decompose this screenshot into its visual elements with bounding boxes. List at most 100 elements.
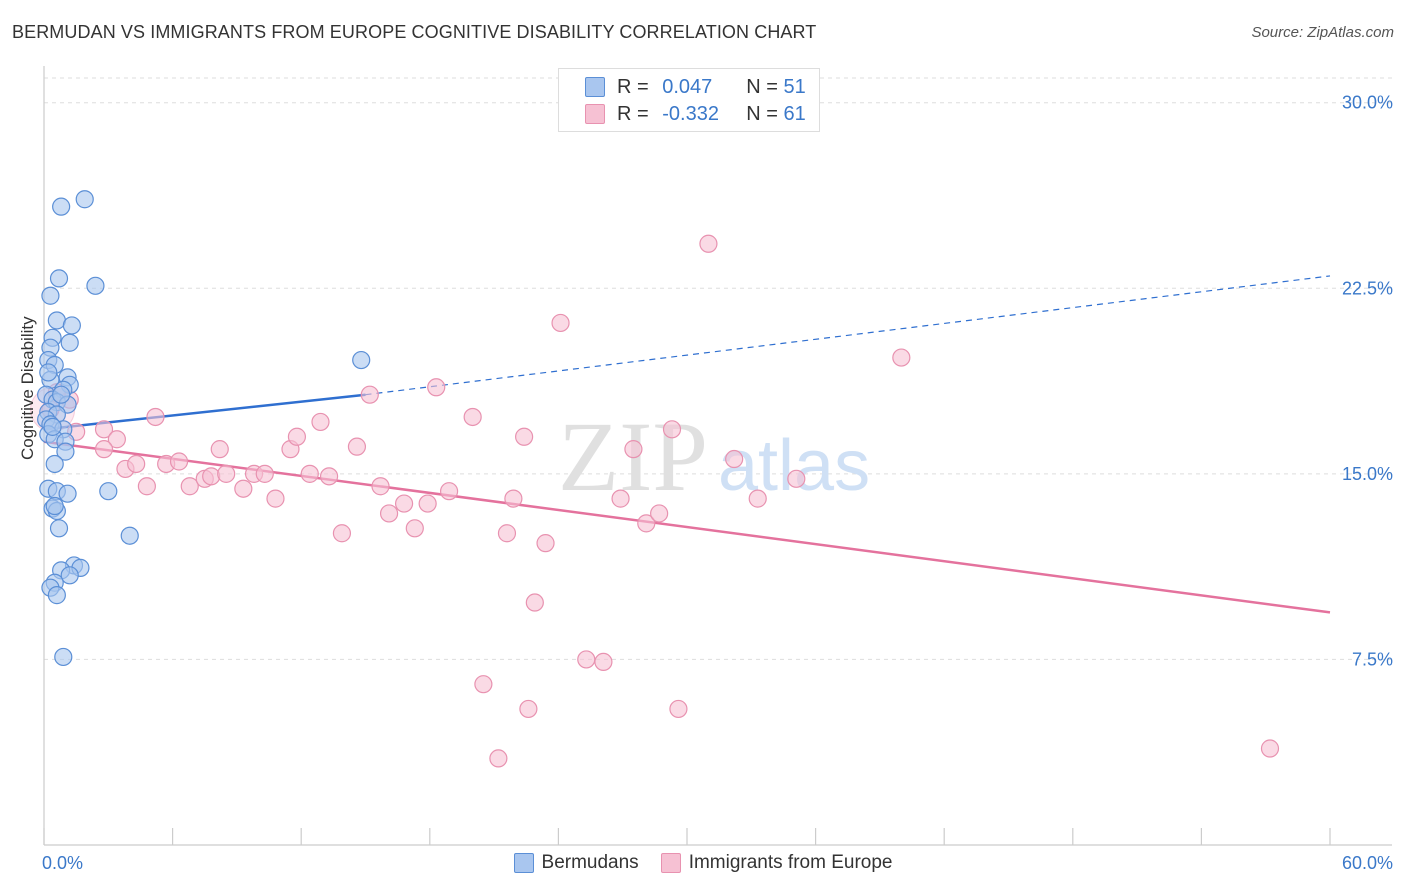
legend-r-label: R = bbox=[617, 75, 649, 98]
point-immigrants bbox=[418, 494, 437, 513]
point-immigrants bbox=[662, 420, 682, 439]
watermark-atlas: atlas bbox=[718, 426, 870, 506]
point-immigrants bbox=[474, 675, 493, 694]
legend-item-immigrants[interactable]: Immigrants from Europe bbox=[660, 852, 893, 874]
point-immigrants bbox=[210, 440, 229, 459]
point-bermudans bbox=[75, 190, 94, 209]
x-tick-label: 60.0% bbox=[1342, 853, 1393, 873]
legend-n-label: N = bbox=[746, 75, 778, 98]
point-immigrants bbox=[519, 699, 538, 719]
chart-title: BERMUDAN VS IMMIGRANTS FROM EUROPE COGNI… bbox=[12, 22, 817, 42]
point-immigrants bbox=[669, 699, 688, 719]
point-immigrants bbox=[577, 650, 596, 669]
legend-r-value-bermudans: 0.047 bbox=[662, 75, 713, 98]
point-immigrants bbox=[394, 494, 414, 513]
point-immigrants bbox=[439, 482, 459, 501]
point-immigrants bbox=[300, 464, 319, 483]
point-immigrants bbox=[497, 524, 517, 543]
y-tick-label: 15.0% bbox=[1342, 464, 1393, 484]
legend-swatch-pink bbox=[585, 104, 605, 124]
series-legend: Bermudans Immigrants from Europe bbox=[0, 852, 1406, 874]
legend-item-bermudans[interactable]: Bermudans bbox=[513, 852, 639, 874]
point-immigrants bbox=[371, 477, 390, 496]
point-immigrants bbox=[94, 440, 114, 459]
points-layer bbox=[30, 190, 1280, 768]
point-immigrants bbox=[287, 427, 307, 446]
point-immigrants bbox=[107, 430, 126, 449]
legend-n-value-bermudans: 51 bbox=[783, 75, 806, 98]
legend-r-value-immigrants: -0.332 bbox=[662, 102, 719, 125]
point-bermudans bbox=[39, 363, 58, 382]
trend-line-bermudans-extension bbox=[365, 275, 1331, 396]
point-immigrants bbox=[234, 479, 253, 498]
correlation-legend: R = 0.047 N = 51 R = -0.332 N = 61 bbox=[558, 68, 820, 132]
point-bermudans bbox=[47, 586, 66, 605]
point-immigrants bbox=[311, 412, 330, 432]
legend-label-immigrants: Immigrants from Europe bbox=[688, 852, 893, 873]
grid-layer bbox=[44, 77, 1392, 660]
watermark: ZIP atlas bbox=[558, 401, 870, 512]
point-immigrants bbox=[504, 489, 523, 508]
point-immigrants bbox=[146, 407, 165, 427]
legend-row-immigrants: R = -0.332 N = 61 bbox=[585, 101, 806, 127]
tick-label-layer: 7.5% 15.0% 22.5% 30.0% 0.0% 60.0% bbox=[42, 93, 1393, 873]
point-bermudans bbox=[54, 647, 73, 667]
point-immigrants bbox=[169, 452, 189, 471]
point-bermudans bbox=[352, 350, 371, 370]
point-immigrants bbox=[360, 385, 379, 404]
point-immigrants bbox=[551, 313, 570, 333]
point-immigrants bbox=[787, 469, 806, 488]
legend-swatch-blue bbox=[585, 77, 605, 97]
point-immigrants bbox=[650, 504, 669, 523]
point-bermudans bbox=[56, 442, 75, 461]
point-bermudans bbox=[43, 417, 62, 436]
point-immigrants bbox=[127, 454, 146, 474]
point-immigrants bbox=[525, 593, 544, 612]
point-immigrants bbox=[637, 514, 656, 533]
point-bermudans bbox=[45, 496, 64, 516]
point-immigrants bbox=[405, 519, 424, 538]
point-bermudans bbox=[41, 286, 60, 305]
point-bermudans bbox=[62, 316, 81, 335]
legend-n-label: N = bbox=[746, 102, 778, 125]
legend-label-bermudans: Bermudans bbox=[541, 852, 639, 873]
y-tick-label: 7.5% bbox=[1352, 649, 1393, 669]
axis-layer bbox=[43, 66, 1392, 846]
point-bermudans bbox=[86, 276, 105, 295]
point-bermudans bbox=[52, 385, 71, 404]
source-label: Source: ZipAtlas.com bbox=[1251, 24, 1394, 41]
point-immigrants bbox=[319, 467, 339, 486]
point-bermudans bbox=[49, 519, 69, 538]
point-bermudans bbox=[52, 197, 71, 216]
point-immigrants bbox=[180, 477, 199, 496]
point-bermudans bbox=[60, 333, 79, 352]
point-immigrants bbox=[515, 427, 534, 446]
point-immigrants bbox=[255, 464, 274, 483]
point-bermudans bbox=[120, 526, 139, 545]
point-bermudans bbox=[60, 566, 79, 585]
point-immigrants bbox=[594, 652, 613, 672]
point-immigrants bbox=[536, 534, 555, 553]
point-immigrants bbox=[725, 449, 744, 469]
point-immigrants bbox=[463, 407, 482, 427]
point-bermudans bbox=[45, 454, 64, 474]
point-immigrants bbox=[699, 234, 718, 253]
legend-r-label: R = bbox=[617, 102, 649, 125]
point-immigrants bbox=[624, 440, 643, 459]
point-bermudans bbox=[58, 484, 77, 503]
legend-swatch-bermudans bbox=[513, 853, 534, 873]
point-immigrants bbox=[427, 378, 446, 397]
point-immigrants bbox=[217, 464, 236, 483]
point-immigrants bbox=[379, 504, 399, 523]
y-tick-label: 30.0% bbox=[1342, 93, 1393, 113]
point-bermudans bbox=[47, 311, 66, 330]
point-immigrants bbox=[94, 420, 114, 439]
legend-row-bermudans: R = 0.047 N = 51 bbox=[585, 74, 806, 100]
point-immigrants bbox=[611, 489, 630, 508]
point-immigrants bbox=[332, 524, 352, 543]
point-immigrants bbox=[347, 437, 367, 456]
point-immigrants bbox=[892, 348, 911, 367]
x-tick-label: 0.0% bbox=[42, 853, 83, 873]
point-immigrants bbox=[489, 749, 508, 768]
